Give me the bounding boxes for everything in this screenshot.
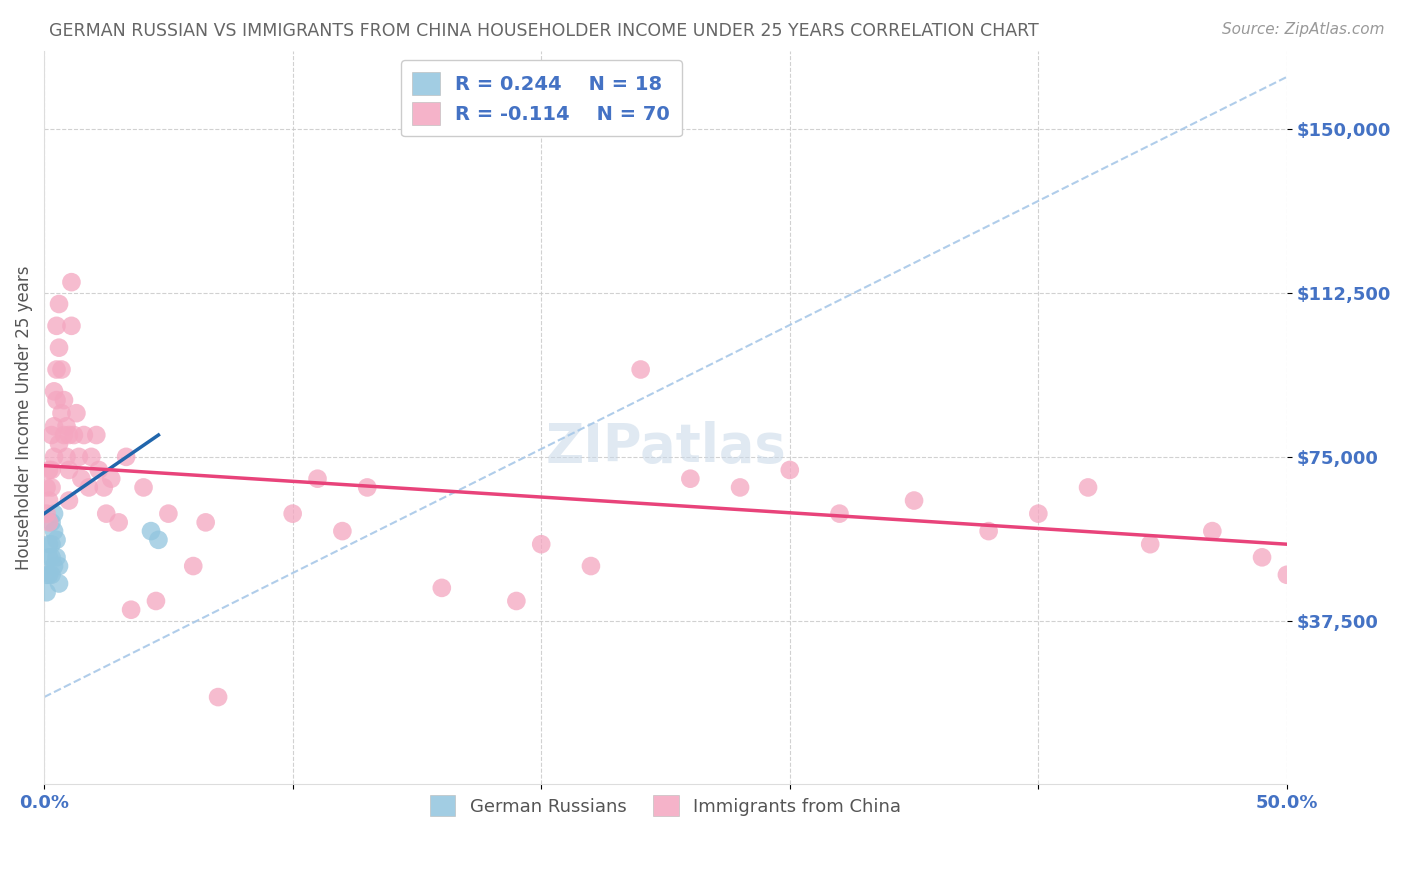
Point — [307, 472, 329, 486]
Point — [181, 559, 204, 574]
Point — [1028, 507, 1050, 521]
Point — [530, 537, 553, 551]
Point — [48, 341, 70, 355]
Point — [132, 480, 155, 494]
Point — [45, 550, 67, 565]
Point — [60, 275, 83, 289]
Point — [73, 428, 96, 442]
Point — [38, 493, 60, 508]
Point — [356, 480, 378, 494]
Point — [41, 480, 63, 494]
Point — [38, 463, 60, 477]
Point — [903, 493, 925, 508]
Point — [45, 533, 67, 547]
Point — [38, 567, 60, 582]
Point — [630, 362, 652, 376]
Point — [80, 450, 103, 464]
Point — [41, 516, 63, 530]
Point — [1201, 524, 1223, 538]
Point — [207, 690, 229, 704]
Point — [70, 472, 93, 486]
Point — [42, 559, 65, 574]
Y-axis label: Householder Income Under 25 years: Householder Income Under 25 years — [15, 265, 32, 570]
Point — [115, 450, 138, 464]
Point — [93, 480, 115, 494]
Point — [139, 524, 162, 538]
Point — [35, 507, 58, 521]
Point — [55, 419, 77, 434]
Point — [45, 393, 67, 408]
Point — [38, 516, 60, 530]
Point — [58, 463, 80, 477]
Point — [35, 567, 58, 582]
Point — [63, 428, 86, 442]
Point — [42, 450, 65, 464]
Point — [41, 567, 63, 582]
Point — [145, 594, 167, 608]
Point — [679, 472, 702, 486]
Point — [1139, 537, 1161, 551]
Point — [96, 507, 118, 521]
Point — [48, 576, 70, 591]
Point — [42, 507, 65, 521]
Point — [1077, 480, 1099, 494]
Text: GERMAN RUSSIAN VS IMMIGRANTS FROM CHINA HOUSEHOLDER INCOME UNDER 25 YEARS CORREL: GERMAN RUSSIAN VS IMMIGRANTS FROM CHINA … — [49, 22, 1039, 40]
Point — [55, 450, 77, 464]
Point — [100, 472, 122, 486]
Point — [45, 362, 67, 376]
Point — [53, 393, 76, 408]
Point — [58, 493, 80, 508]
Point — [1275, 567, 1298, 582]
Text: Source: ZipAtlas.com: Source: ZipAtlas.com — [1222, 22, 1385, 37]
Point — [60, 318, 83, 333]
Point — [48, 297, 70, 311]
Point — [579, 559, 602, 574]
Point — [48, 436, 70, 450]
Point — [42, 419, 65, 434]
Point — [51, 406, 73, 420]
Point — [41, 428, 63, 442]
Point — [157, 507, 180, 521]
Point — [58, 428, 80, 442]
Point — [107, 516, 129, 530]
Point — [38, 537, 60, 551]
Point — [977, 524, 1000, 538]
Legend: German Russians, Immigrants from China: German Russians, Immigrants from China — [419, 784, 912, 827]
Point — [84, 428, 107, 442]
Point — [430, 581, 453, 595]
Point — [332, 524, 354, 538]
Point — [194, 516, 217, 530]
Point — [1251, 550, 1274, 565]
Point — [35, 585, 58, 599]
Point — [42, 384, 65, 399]
Point — [148, 533, 170, 547]
Point — [77, 480, 100, 494]
Point — [42, 524, 65, 538]
Point — [48, 559, 70, 574]
Point — [41, 463, 63, 477]
Point — [828, 507, 851, 521]
Point — [67, 450, 90, 464]
Text: ZIPatlas: ZIPatlas — [546, 421, 786, 473]
Point — [779, 463, 801, 477]
Point — [728, 480, 751, 494]
Point — [45, 318, 67, 333]
Point — [41, 537, 63, 551]
Point — [281, 507, 304, 521]
Point — [51, 362, 73, 376]
Point — [35, 480, 58, 494]
Point — [120, 603, 142, 617]
Point — [41, 550, 63, 565]
Point — [38, 550, 60, 565]
Point — [505, 594, 527, 608]
Point — [53, 428, 76, 442]
Point — [65, 406, 87, 420]
Point — [87, 463, 110, 477]
